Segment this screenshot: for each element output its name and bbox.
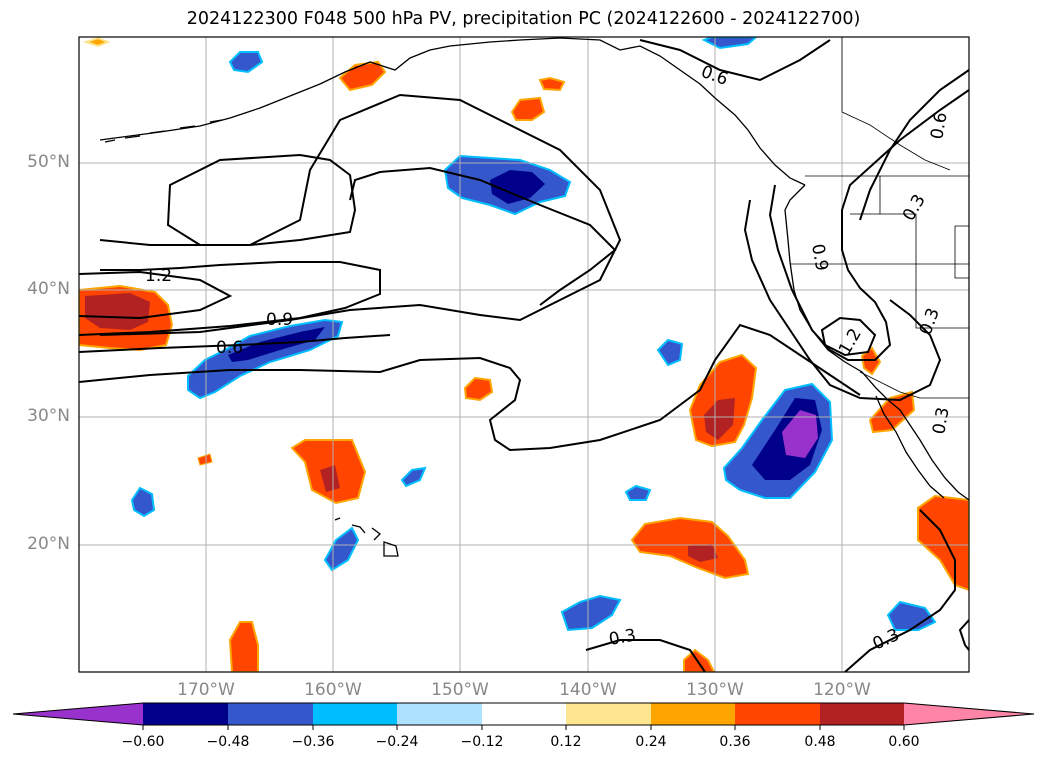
map-plot-area: 1.2 0.9 0.6 0.6 0.6 0.9 1.2 0.3 0.3 0.3 …: [79, 37, 969, 672]
colorbar-swatch-pale-blue: [397, 703, 482, 725]
aleutian-islands: [104, 119, 223, 143]
colorbar-swatch-sky: [313, 703, 397, 725]
contour-label-0.6-east: 0.6: [927, 111, 951, 141]
colorbar-high-arrow: [904, 703, 1034, 725]
political-borders: [790, 37, 969, 399]
anomaly-blob-small-1: [130, 486, 156, 518]
colorbar-tick--0.48: −0.48: [206, 734, 250, 750]
pv-contour-0.9-upper: [349, 166, 617, 306]
coastlines: [99, 37, 969, 557]
contour-label-0.6-northeast: 0.6: [698, 62, 730, 90]
anomaly-blob-baja-positive: [868, 390, 916, 434]
anomaly-blob-aleutian-negative: [228, 51, 264, 74]
bc-coast: [784, 184, 969, 501]
lon-label-140w: 140°W: [559, 680, 617, 700]
anomaly-blob-small-2: [463, 376, 494, 402]
colorbar-swatch-dark-red: [820, 703, 904, 725]
pv-contour-0.3-corner: [958, 619, 969, 651]
anomaly-blob-north-negative-core: [490, 170, 545, 204]
lon-label-130w: 130°W: [686, 680, 744, 700]
colorbar-tick--0.24: −0.24: [375, 734, 419, 750]
anomaly-blob-west-positive-core: [85, 293, 150, 330]
lat-label-20n: 20°N: [27, 534, 70, 554]
anomaly-blob-small-3: [656, 338, 684, 367]
contour-label-0.9-west: 0.9: [266, 310, 293, 330]
pv-contour-0.3-south: [79, 323, 861, 452]
pv-contour-0.6-northeast: [639, 39, 831, 82]
anomaly-blob-small-10: [538, 76, 566, 92]
anomaly-blob-central-negative-core: [228, 327, 325, 362]
anomaly-blob-gulf-positive: [338, 60, 387, 92]
colorbar-swatch-pale-yellow: [566, 703, 651, 725]
lat-label-50n: 50°N: [27, 152, 70, 172]
colorbar-tick-0.60: 0.60: [888, 734, 920, 750]
lon-label-120w: 120°W: [813, 680, 871, 700]
map-frame: [78, 36, 970, 673]
colorbar-tick-0.12: 0.12: [550, 734, 582, 750]
lat-label-40n: 40°N: [27, 279, 70, 299]
anomaly-blob-east-negative-peak: [782, 410, 818, 458]
graticule: [79, 37, 969, 672]
anomaly-blob-small-south-negative: [560, 594, 622, 632]
anomaly-blob-east-positive-core: [704, 398, 735, 440]
pv-contours: [79, 39, 969, 672]
lon-label-160w: 160°W: [304, 680, 362, 700]
colorbar-tick-0.36: 0.36: [719, 734, 751, 750]
colorbar-tick-0.48: 0.48: [804, 734, 836, 750]
anomaly-blob-small-8: [701, 37, 758, 50]
anomaly-blob-coast-positive: [917, 494, 969, 592]
colorbar-tick--0.60: −0.60: [121, 734, 165, 750]
contour-label-0.9-coast: 0.9: [807, 242, 831, 272]
anomaly-blob-south-positive-core: [688, 544, 718, 562]
lon-label-150w: 150°W: [431, 680, 489, 700]
hawaii-islands: [334, 517, 399, 557]
pv-contour-1.2-west: [79, 270, 233, 320]
anomaly-blob-small-9: [82, 37, 111, 48]
anomaly-blob-small-11: [197, 453, 213, 466]
colorbar-tick--0.36: −0.36: [291, 734, 335, 750]
lon-label-170w: 170°W: [177, 680, 235, 700]
anomaly-blob-se-negative: [886, 600, 937, 631]
colorbar-swatch-navy: [143, 703, 228, 725]
colorbar-low-arrow: [13, 703, 143, 725]
colorbar-swatch-royal: [228, 703, 313, 725]
colorbar-swatch-orange: [651, 703, 735, 725]
pv-contour-coast-b: [743, 199, 942, 402]
pv-contour-0.6-east: [859, 69, 969, 221]
pv-contour-0.9-inner: [166, 153, 357, 246]
colorbar-swatch-red-orange: [735, 703, 820, 725]
anomaly-blob-small-6: [624, 484, 652, 501]
contour-label-0.3-east-mid: 0.3: [916, 305, 944, 337]
pv-contour-0.6-north: [99, 93, 622, 336]
anomaly-blob-gulf-positive-2: [510, 96, 546, 121]
pv-contour-0.6-west: [79, 334, 391, 353]
pv-contour-0.9-west: [79, 261, 381, 336]
lat-label-30n: 30°N: [27, 406, 70, 426]
colorbar-tick-marks: [142, 725, 905, 730]
anomaly-blob-hawaii-negative: [323, 526, 360, 572]
colorbar-tick-0.24: 0.24: [635, 734, 667, 750]
anomaly-blob-small-4: [228, 621, 259, 672]
alaska-coast: [99, 37, 806, 186]
contour-label-0.3-north: 0.3: [899, 191, 930, 224]
baja-coast: [875, 395, 945, 499]
anomaly-blob-small-5: [683, 648, 716, 672]
contour-label-0.3-east-low: 0.3: [929, 406, 953, 436]
pv-contour-coast-a: [768, 89, 969, 361]
contour-label-0.6-west: 0.6: [216, 338, 243, 358]
colorbar-tick--0.12: −0.12: [460, 734, 504, 750]
anomaly-blob-small-7: [400, 466, 427, 488]
pv-contour-1.2-coast: [820, 316, 877, 357]
contour-label-1.2-west: 1.2: [145, 266, 172, 286]
pv-contour-0.3-south-arc: [585, 639, 706, 672]
pv-contour-0.3-southeast: [844, 509, 956, 672]
map-title: 2024122300 F048 500 hPa PV, precipitatio…: [186, 9, 861, 29]
colorbar: [12, 702, 1035, 730]
colorbar-swatch-white: [482, 703, 566, 725]
anomaly-blob-pacific-positive-core: [320, 465, 340, 492]
contour-label-0.3-south: 0.3: [607, 626, 637, 650]
